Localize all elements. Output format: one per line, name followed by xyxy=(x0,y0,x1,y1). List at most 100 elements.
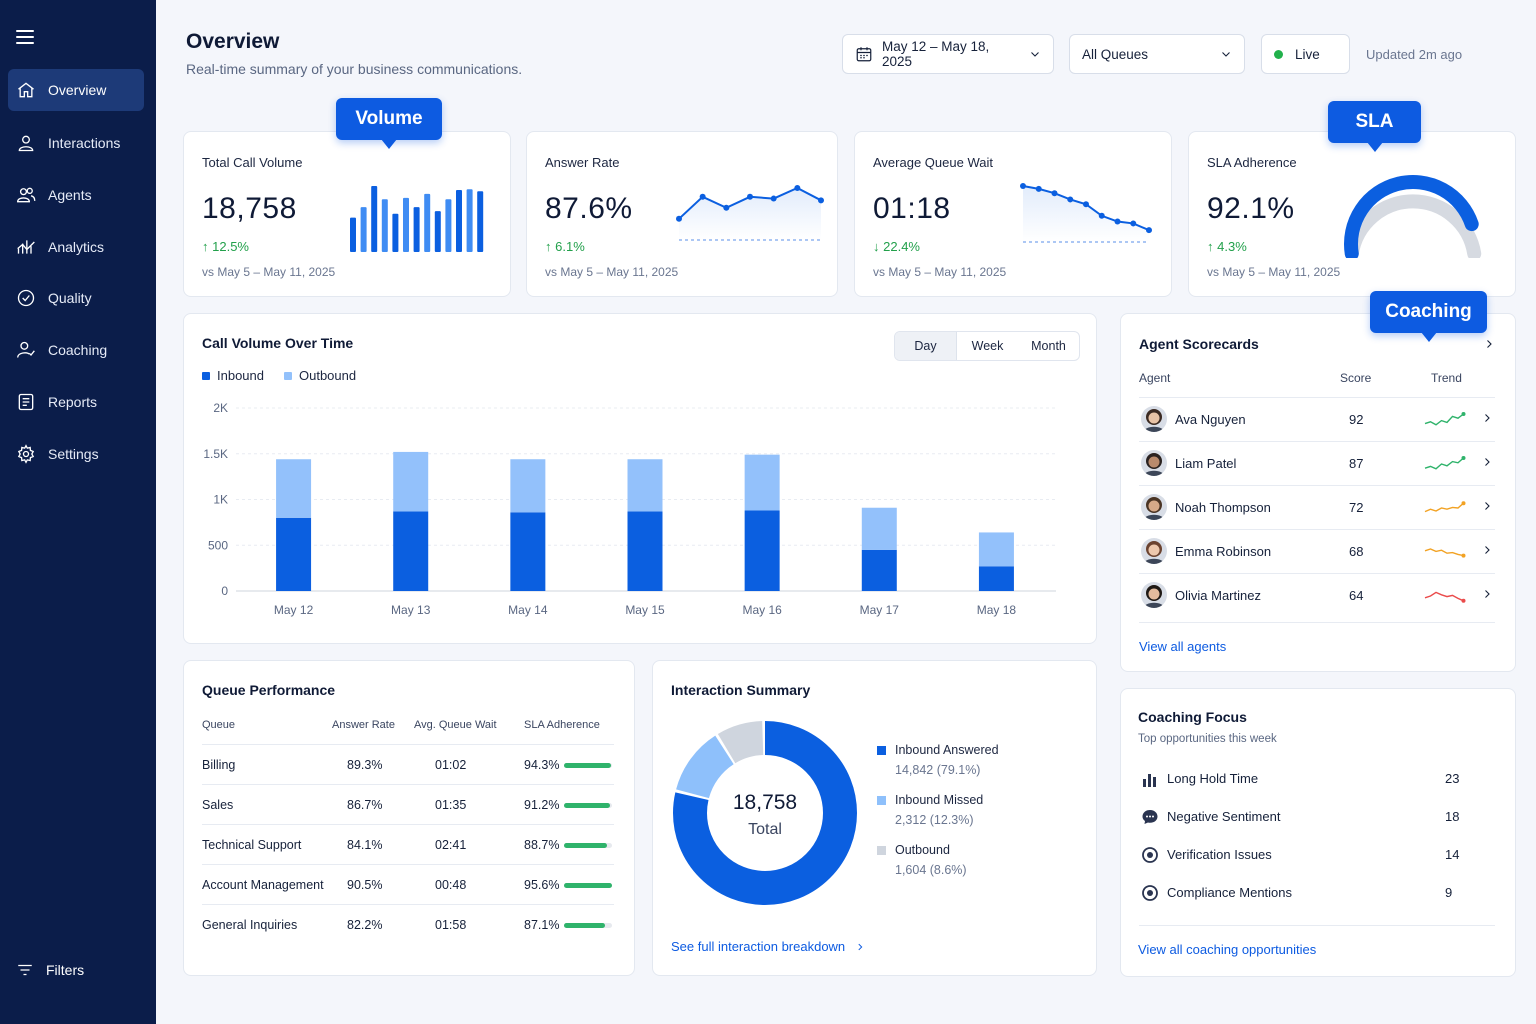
call-volume-sparkline xyxy=(350,186,484,252)
coaching-focus-count: 14 xyxy=(1445,847,1460,862)
answer-rate: 82.2% xyxy=(347,918,383,932)
kpi-label: Answer Rate xyxy=(545,155,620,170)
y-tick-label: 500 xyxy=(208,538,228,552)
answer-rate: 86.7% xyxy=(347,798,383,812)
interaction-breakdown-link[interactable]: See full interaction breakdown xyxy=(671,939,865,954)
sidebar-item-agents[interactable]: Agents xyxy=(8,174,144,216)
bar-outbound xyxy=(978,532,1014,567)
sidebar-item-reports[interactable]: Reports xyxy=(8,381,144,423)
sidebar-item-quality[interactable]: Quality xyxy=(8,277,144,319)
chevron-right-icon[interactable] xyxy=(1481,500,1493,512)
coaching-focus-item[interactable]: Verification Issues 14 xyxy=(1139,843,1495,881)
bar-outbound xyxy=(510,459,546,513)
sidebar-item-coaching[interactable]: Coaching xyxy=(8,329,144,371)
date-range-label: May 12 – May 18, 2025 xyxy=(882,39,990,69)
agent-row[interactable]: Emma Robinson 68 xyxy=(1139,529,1495,573)
sla-adherence: 95.6% xyxy=(524,878,560,892)
agent-row[interactable]: Noah Thompson 72 xyxy=(1139,485,1495,529)
x-tick-label: May 18 xyxy=(977,603,1017,617)
sparkline-point xyxy=(1035,185,1042,192)
y-tick-label: 0 xyxy=(221,584,228,598)
view-all-coaching-link[interactable]: View all coaching opportunities xyxy=(1138,942,1317,957)
tab-month[interactable]: Month xyxy=(1031,339,1066,353)
sparkline-point xyxy=(794,185,801,191)
avatar xyxy=(1141,538,1167,564)
sla-progress-bar xyxy=(564,763,612,768)
col-trend: Trend xyxy=(1431,371,1462,385)
avatar xyxy=(1141,450,1167,476)
view-all-agents-link[interactable]: View all agents xyxy=(1139,639,1227,654)
sparkline-bar xyxy=(381,199,388,252)
avatar xyxy=(1141,406,1167,432)
table-row[interactable]: Billing 89.3% 01:02 94.3% xyxy=(202,744,614,784)
kpi-delta: ↓ 22.4% xyxy=(873,239,920,254)
x-tick-label: May 16 xyxy=(742,603,782,617)
agent-name: Ava Nguyen xyxy=(1175,412,1246,427)
sparkline-point xyxy=(818,197,824,204)
queue-select[interactable]: All Queues xyxy=(1069,34,1245,74)
sidebar-item-interactions[interactable]: Interactions xyxy=(8,122,144,164)
coaching-focus-item[interactable]: Negative Sentiment 18 xyxy=(1139,805,1495,843)
kpi-card-total-call-volume: Total Call Volume 18,758 ↑ 12.5% vs May … xyxy=(183,131,511,297)
sidebar-item-label: Quality xyxy=(48,290,92,306)
filters-button[interactable]: Filters xyxy=(8,950,144,990)
agent-name: Liam Patel xyxy=(1175,456,1237,471)
kpi-value: 18,758 xyxy=(202,192,297,225)
agent-score: 68 xyxy=(1349,544,1364,559)
sidebar-item-analytics[interactable]: Analytics xyxy=(8,226,144,268)
sidebar-item-label: Coaching xyxy=(48,342,108,358)
coaching-focus-label: Compliance Mentions xyxy=(1167,885,1293,900)
queue-name: Technical Support xyxy=(202,838,302,852)
chevron-right-icon[interactable] xyxy=(1481,544,1493,556)
answer-rate-sparkline xyxy=(676,185,824,241)
agent-row[interactable]: Ava Nguyen 92 xyxy=(1139,397,1495,441)
sidebar-item-settings[interactable]: Settings xyxy=(8,433,144,475)
kpi-value: 87.6% xyxy=(545,192,633,225)
sla-progress-fill xyxy=(564,803,610,808)
chevron-right-icon[interactable] xyxy=(1481,588,1493,600)
table-row[interactable]: Technical Support 84.1% 02:41 88.7% xyxy=(202,824,614,864)
sparkline-bar xyxy=(403,197,409,252)
coaching-focus-subtitle: Top opportunities this week xyxy=(1138,733,1277,745)
sla-progress-fill xyxy=(564,763,612,768)
coaching-focus-label: Negative Sentiment xyxy=(1167,809,1281,824)
agent-row[interactable]: Olivia Martinez 64 xyxy=(1139,573,1495,617)
table-row[interactable]: Sales 86.7% 01:35 91.2% xyxy=(202,784,614,824)
donut-segment xyxy=(673,721,857,905)
date-range-picker[interactable]: May 12 – May 18, 2025 xyxy=(842,34,1054,74)
sparkline-point xyxy=(747,193,753,200)
agent-row[interactable]: Liam Patel 87 xyxy=(1139,441,1495,485)
table-row[interactable]: Account Management 90.5% 00:48 95.6% xyxy=(202,864,614,904)
check-circle-icon xyxy=(17,289,35,307)
live-toggle[interactable]: Live xyxy=(1261,34,1350,74)
col-avg-queue-wait: Avg. Queue Wait xyxy=(414,719,497,731)
coaching-focus-item[interactable]: Compliance Mentions 9 xyxy=(1139,881,1495,919)
legend-swatch xyxy=(877,796,886,805)
kpi-delta: ↑ 4.3% xyxy=(1207,239,1247,254)
agent-trend-sparkline xyxy=(1424,548,1466,558)
sidebar-item-overview[interactable]: Overview xyxy=(8,69,144,111)
chevron-right-icon[interactable] xyxy=(1481,456,1493,468)
sparkline-bar xyxy=(424,193,431,252)
sla-adherence: 87.1% xyxy=(524,918,560,932)
coaching-focus-count: 18 xyxy=(1445,809,1460,824)
sparkline-point xyxy=(1130,220,1137,227)
bar-outbound xyxy=(393,451,429,512)
x-tick-label: May 13 xyxy=(391,603,431,617)
tab-day[interactable]: Day xyxy=(895,332,957,360)
sidebar: Overview Interactions Agents Analytics Q… xyxy=(0,0,156,1024)
tab-week[interactable]: Week xyxy=(971,339,1004,353)
agent-trend-sparkline xyxy=(1424,501,1466,513)
agent-trend-sparkline xyxy=(1424,412,1466,426)
agent-score: 92 xyxy=(1349,412,1364,427)
sla-callout: SLA xyxy=(1328,101,1421,152)
legend-swatch xyxy=(284,371,292,380)
sparkline-point xyxy=(770,195,777,202)
menu-icon[interactable] xyxy=(16,30,34,46)
chevron-right-icon[interactable] xyxy=(1483,338,1495,350)
donut-total-label: Total xyxy=(748,821,782,838)
arrow-up-icon: ↑ xyxy=(1207,239,1218,254)
chevron-right-icon[interactable] xyxy=(1481,412,1493,424)
table-row[interactable]: General Inquiries 82.2% 01:58 87.1% xyxy=(202,904,614,944)
coaching-focus-item[interactable]: Long Hold Time 23 xyxy=(1139,767,1495,805)
